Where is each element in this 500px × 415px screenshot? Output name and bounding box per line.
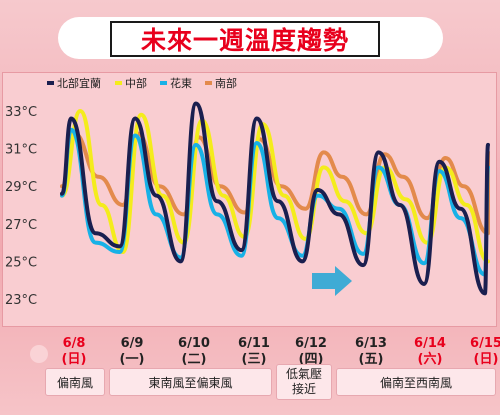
- x-weekday-label: (二): [182, 352, 207, 367]
- wind-segment-label: 偏南至西南風: [379, 375, 452, 390]
- x-weekday-label: (五): [359, 352, 384, 367]
- wind-segment-4: 偏南至西南風: [336, 368, 496, 396]
- x-date-label: 6/11: [238, 336, 270, 351]
- legend-label: 南部: [215, 76, 237, 90]
- wind-segment-label: 低氣壓: [285, 367, 322, 381]
- x-date-label: 6/13: [355, 336, 387, 351]
- legend-label: 花東: [170, 77, 192, 90]
- x-weekday-label: (六): [418, 351, 443, 367]
- wind-segment-2: 東南風至偏東風: [109, 368, 272, 396]
- series-line: [60, 109, 490, 264]
- y-tick-label: 33°C: [5, 105, 37, 120]
- x-date-label: 6/9: [121, 336, 144, 351]
- x-weekday-label: (三): [242, 352, 267, 367]
- wind-segment-label: 東南風至偏東風: [148, 375, 233, 390]
- legend-label: 中部: [125, 76, 147, 90]
- y-tick-label: 23°C: [5, 293, 37, 308]
- x-date-label: 6/14: [414, 336, 446, 351]
- chart-title: 未來一週溫度趨勢: [110, 21, 380, 57]
- x-weekday-label: (日): [62, 352, 87, 367]
- x-date-label: 6/12: [295, 336, 327, 351]
- legend-swatch: [205, 81, 212, 85]
- legend-swatch: [47, 81, 54, 85]
- legend-swatch: [160, 81, 167, 85]
- y-tick-label: 29°C: [5, 180, 37, 195]
- blossom-decoration: [30, 345, 48, 363]
- x-date-label: 6/15: [470, 336, 500, 351]
- series-line: [60, 101, 490, 296]
- y-tick-label: 31°C: [5, 143, 37, 158]
- legend-label: 北部宜蘭: [57, 76, 101, 90]
- y-tick-label: 25°C: [5, 255, 37, 270]
- wind-segment-label: 偏南風: [56, 375, 93, 390]
- x-date-label: 6/10: [178, 336, 210, 351]
- wind-segment-1: 偏南風: [45, 368, 105, 396]
- wind-segment-3: 低氣壓 接近: [276, 364, 332, 400]
- x-weekday-label: (四): [299, 352, 324, 367]
- y-tick-label: 27°C: [5, 218, 37, 233]
- wind-segment-label-line2: 接近: [291, 382, 316, 396]
- x-weekday-label: (日): [474, 352, 499, 367]
- legend-swatch: [115, 81, 122, 85]
- x-weekday-label: (一): [120, 352, 145, 367]
- x-date-label: 6/8: [63, 336, 86, 351]
- trend-arrow-icon: [312, 266, 352, 296]
